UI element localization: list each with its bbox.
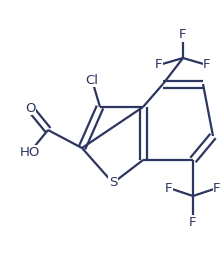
Text: Cl: Cl [86, 73, 99, 87]
Text: F: F [165, 182, 173, 195]
Text: F: F [213, 182, 220, 195]
Text: O: O [25, 101, 35, 114]
Text: F: F [189, 216, 197, 229]
Text: F: F [155, 59, 163, 71]
Text: S: S [109, 176, 117, 189]
Text: HO: HO [20, 145, 40, 158]
Text: F: F [203, 59, 211, 71]
Text: F: F [179, 28, 187, 41]
